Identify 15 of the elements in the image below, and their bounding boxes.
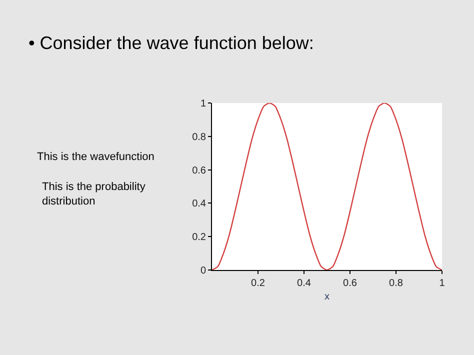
y-tick-label: 0.8 [192, 132, 206, 143]
y-tick-label: 0.4 [192, 198, 206, 210]
chart-title: • Consider the wave function below: [28, 32, 314, 53]
x-tick-label: 0.8 [389, 278, 404, 289]
y-tick-label: 0 [200, 266, 206, 276]
y-tick-label: 0.6 [192, 165, 206, 176]
x-axis-title: x [324, 292, 330, 302]
x-tick-label: 1 [439, 278, 446, 289]
x-tick-label: 0.6 [343, 278, 358, 289]
y-tick-label: 0.2 [192, 232, 206, 244]
y-tick-label: 1 [200, 98, 206, 110]
x-tick-label: 0.4 [297, 278, 312, 289]
text: This is the probability distribution [42, 181, 146, 208]
text: This is the wavefunction [37, 151, 154, 163]
x-tick-label: 0.2 [251, 278, 266, 289]
